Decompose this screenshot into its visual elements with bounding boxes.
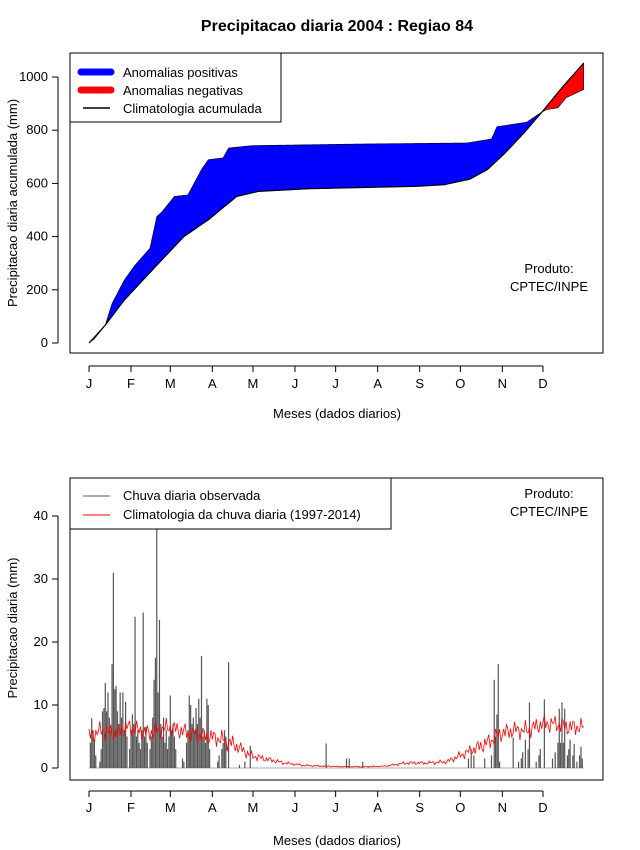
- annotation-line: Produto:: [524, 261, 573, 276]
- y-tick-label: 30: [34, 571, 48, 586]
- x-tick-label: M: [248, 376, 259, 391]
- climatology-cumulative-line: [88, 62, 585, 344]
- x-tick-label: M: [165, 376, 176, 391]
- x-tick-label: J: [86, 800, 93, 815]
- legend-label: Anomalias positivas: [123, 65, 238, 80]
- x-tick-label: J: [332, 800, 339, 815]
- y-tick-label: 40: [34, 508, 48, 523]
- legend-label: Climatologia da chuva diaria (1997-2014): [123, 507, 361, 522]
- y-tick-label: 10: [34, 697, 48, 712]
- x-tick-label: N: [498, 376, 507, 391]
- y-tick-label: 20: [34, 634, 48, 649]
- daily-chart: 0 10 20 30 40 J F M A M J J A S O N D Meses (dados diari…: [5, 477, 604, 848]
- x-tick-label: M: [248, 800, 259, 815]
- annotation-line: CPTEC/INPE: [510, 504, 588, 519]
- y-tick-label: 1000: [19, 69, 48, 84]
- x-tick-label: S: [415, 800, 424, 815]
- x-tick-label: N: [498, 800, 507, 815]
- observed-bars: [89, 528, 584, 769]
- y-tick-label: 600: [26, 175, 48, 190]
- y-axis-label: Precipitacao diaria acumulada (mm): [5, 99, 20, 307]
- legend: Chuva diaria observada Climatologia da c…: [69, 477, 392, 530]
- x-tick-label: J: [332, 376, 339, 391]
- x-tick-label: A: [208, 800, 217, 815]
- axes: 0 10 20 30 40 J F M A M J J A S O N D: [34, 508, 548, 815]
- y-tick-label: 200: [26, 282, 48, 297]
- positive-anomaly-area: [104, 109, 544, 326]
- x-tick-label: M: [165, 800, 176, 815]
- x-axis-label: Meses (dados diarios): [273, 406, 401, 421]
- x-tick-label: S: [415, 376, 424, 391]
- annotation-line: Produto:: [524, 486, 573, 501]
- y-tick-label: 0: [41, 760, 48, 775]
- y-tick-label: 400: [26, 229, 48, 244]
- y-tick-label: 800: [26, 122, 48, 137]
- x-tick-label: J: [86, 376, 93, 391]
- legend-label: Anomalias negativas: [123, 83, 243, 98]
- x-tick-label: J: [292, 376, 299, 391]
- legend: Anomalias positivas Anomalias negativas …: [69, 52, 282, 123]
- axes: 0 200 400 600 800 1000 J F M A M J J A S O N D: [19, 69, 548, 391]
- x-tick-label: D: [538, 800, 547, 815]
- x-tick-label: A: [373, 376, 382, 391]
- x-tick-label: A: [373, 800, 382, 815]
- x-tick-label: F: [127, 376, 135, 391]
- anomaly-areas: [88, 62, 585, 344]
- x-tick-label: D: [538, 376, 547, 391]
- plot-frame: [69, 52, 604, 354]
- legend-label: Chuva diaria observada: [123, 488, 261, 503]
- x-tick-label: A: [208, 376, 217, 391]
- x-tick-label: O: [455, 800, 465, 815]
- y-tick-label: 0: [41, 335, 48, 350]
- x-tick-label: F: [127, 800, 135, 815]
- x-tick-label: J: [292, 800, 299, 815]
- legend-label: Climatologia acumulada: [123, 101, 263, 116]
- x-tick-label: O: [455, 376, 465, 391]
- climatology-line: [88, 715, 584, 768]
- figure-title: Precipitacao diaria 2004 : Regiao 84: [201, 18, 473, 35]
- cumulative-chart: 0 200 400 600 800 1000 J F M A M J J A S O N D Meses (dad…: [5, 52, 604, 421]
- annotation-line: CPTEC/INPE: [510, 279, 588, 294]
- y-axis-label: Precipitacao diaria (mm): [5, 558, 20, 699]
- x-axis-label: Meses (dados diarios): [273, 833, 401, 848]
